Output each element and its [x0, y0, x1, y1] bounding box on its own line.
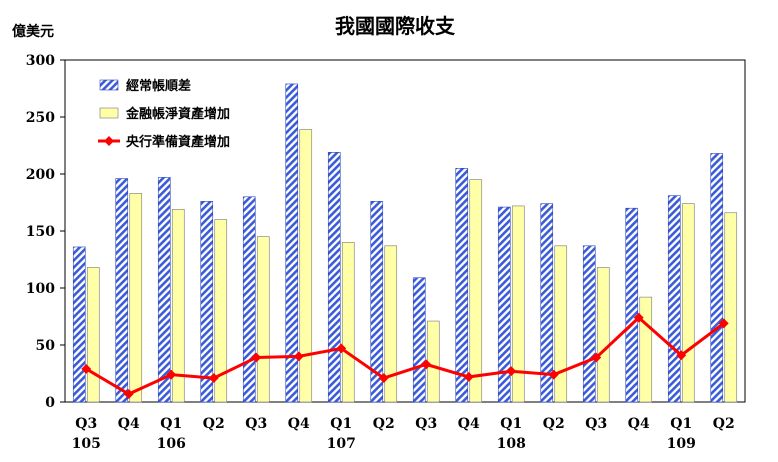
line-marker [591, 352, 602, 363]
line-marker [633, 312, 644, 323]
line-marker [378, 373, 389, 384]
bar-financial-account-net-assets [299, 129, 313, 403]
x-tick-label: Q4 [458, 416, 480, 432]
line-marker [676, 350, 687, 361]
bar-current-account-surplus [285, 83, 299, 403]
x-tick-label: Q4 [628, 416, 650, 432]
x-year-label: 108 [497, 436, 526, 452]
y-tick-label: 250 [26, 110, 55, 126]
x-tick-label: Q4 [288, 416, 310, 432]
line-reserve-assets [85, 315, 725, 396]
legend-label: 經常帳順差 [126, 78, 191, 94]
bar-financial-account-net-assets [214, 219, 228, 403]
line-marker [548, 369, 559, 380]
x-year-label: 107 [327, 436, 356, 452]
x-tick-label: Q3 [415, 416, 437, 432]
x-year-label: 106 [157, 436, 186, 452]
x-tick-label: Q4 [118, 416, 140, 432]
chart-title: 我國國際收支 [335, 14, 456, 38]
x-tick-label: Q3 [75, 416, 97, 432]
line-marker [208, 373, 219, 384]
y-tick-label: 200 [26, 167, 55, 183]
bar-financial-account-net-assets [639, 296, 653, 403]
bar-financial-account-net-assets [341, 242, 355, 403]
line-marker [251, 352, 262, 363]
x-tick-label: Q2 [543, 416, 565, 432]
line-marker [293, 351, 304, 362]
bar-current-account-surplus [157, 177, 171, 403]
bar-current-account-surplus [582, 245, 596, 403]
bar-financial-account-net-assets [724, 212, 738, 403]
line-marker [166, 369, 177, 380]
y-axis: 0 50 100 150 200 250 300 [26, 53, 65, 411]
x-tick-label: Q3 [245, 416, 267, 432]
y-tick-label: 150 [26, 224, 55, 240]
bar-current-account-surplus [200, 201, 214, 403]
y-tick-label: 300 [26, 53, 55, 69]
x-tick-label: Q1 [500, 416, 522, 432]
line-marker [463, 371, 474, 382]
bar-current-account-surplus [370, 201, 384, 403]
bars [72, 83, 738, 403]
y-tick-label: 100 [26, 281, 55, 297]
bar-financial-account-net-assets [384, 245, 398, 403]
bar-current-account-surplus [72, 246, 86, 403]
x-tick-label: Q1 [670, 416, 692, 432]
x-year-label: 105 [72, 436, 101, 452]
legend-swatch-current-account [99, 79, 119, 91]
legend-label: 央行準備資產增加 [126, 134, 230, 150]
bar-financial-account-net-assets [469, 179, 483, 403]
x-year-label: 109 [667, 436, 696, 452]
bar-current-account-surplus [115, 178, 129, 403]
bar-financial-account-net-assets [681, 203, 695, 403]
bar-current-account-surplus [625, 207, 639, 403]
bar-current-account-surplus [242, 196, 256, 403]
bar-financial-account-net-assets [596, 267, 610, 403]
bar-financial-account-net-assets [256, 236, 270, 403]
bar-financial-account-net-assets [171, 209, 185, 403]
bar-financial-account-net-assets [86, 267, 100, 403]
x-tick-label: Q1 [330, 416, 352, 432]
line-marker [506, 366, 517, 377]
legend-label: 金融帳淨資產增加 [125, 106, 230, 122]
bar-current-account-surplus [455, 168, 469, 403]
bar-current-account-surplus [412, 277, 426, 403]
bar-current-account-surplus [667, 195, 681, 403]
bar-current-account-surplus [327, 152, 341, 403]
legend-swatch-financial-account [99, 107, 119, 119]
line-marker [421, 359, 432, 370]
bar-current-account-surplus [710, 153, 724, 403]
x-tick-label: Q1 [160, 416, 182, 432]
legend-swatch-reserve-marker [104, 136, 114, 146]
x-tick-label: Q2 [373, 416, 395, 432]
bar-financial-account-net-assets [426, 320, 440, 403]
y-tick-label: 50 [36, 338, 56, 354]
y-axis-label: 億美元 [12, 23, 54, 40]
bar-current-account-surplus [497, 206, 511, 403]
bar-financial-account-net-assets [511, 205, 525, 403]
x-tick-label: Q2 [203, 416, 225, 432]
bar-financial-account-net-assets [554, 245, 568, 403]
x-tick-label: Q2 [713, 416, 735, 432]
line-series [81, 312, 729, 399]
x-axis: Q3 Q4 Q1 Q2 Q3 Q4 Q1 Q2 Q3 Q4 Q1 Q2 Q3 Q4 Q1 Q2 105 106 10… [72, 416, 735, 452]
bar-current-account-surplus [540, 203, 554, 403]
y-tick-label: 0 [45, 395, 55, 411]
line-marker [718, 318, 729, 329]
line-marker [336, 343, 347, 354]
bar-financial-account-net-assets [129, 193, 143, 403]
x-tick-label: Q3 [585, 416, 607, 432]
